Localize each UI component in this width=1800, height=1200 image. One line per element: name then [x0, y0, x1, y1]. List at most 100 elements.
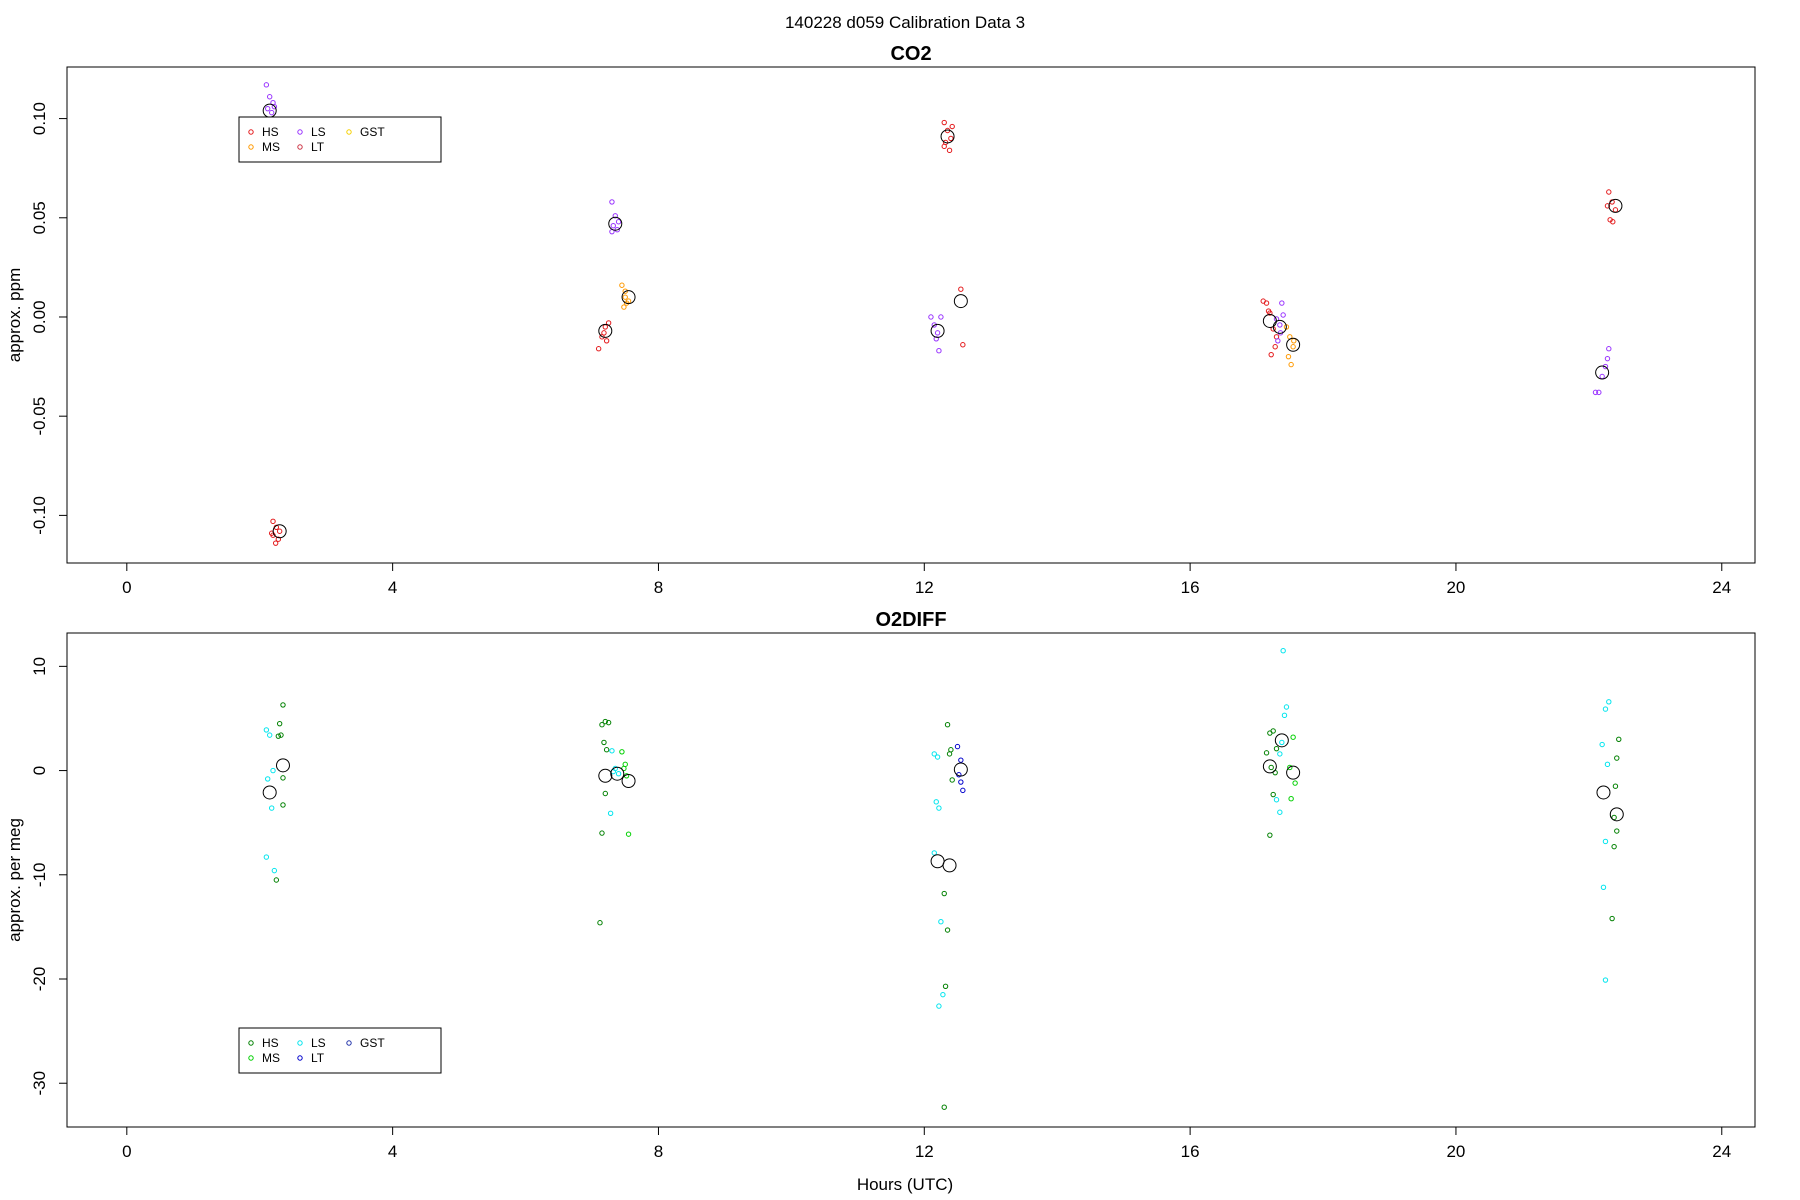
data-point [601, 739, 607, 746]
data-point [1291, 338, 1297, 344]
legend-swatch-ms [248, 1055, 254, 1061]
y-tick-label: 0.00 [30, 300, 49, 333]
mean-marker [942, 858, 957, 873]
data-point [1611, 814, 1617, 821]
data-point [268, 805, 275, 811]
data-point [621, 304, 627, 310]
data-point [619, 749, 625, 755]
data-point [933, 336, 939, 342]
data-point [1611, 843, 1617, 850]
data-point [625, 831, 632, 837]
x-tick-label: 0 [122, 578, 131, 597]
legend-label-ls: LS [311, 1036, 326, 1050]
data-point [1279, 739, 1285, 746]
data-point [1599, 373, 1605, 380]
data-point [609, 748, 615, 754]
y-tick-label: 0 [30, 766, 49, 775]
series-ms [619, 282, 1297, 368]
data-point [599, 722, 605, 728]
data-point [1614, 828, 1620, 834]
data-point [1602, 706, 1609, 712]
x-tick-label: 20 [1446, 578, 1465, 597]
x-tick-label: 24 [1712, 578, 1731, 597]
legend-label-hs: HS [262, 1036, 279, 1050]
data-point [949, 123, 955, 130]
data-point [1283, 704, 1290, 710]
data-point [263, 727, 270, 733]
panel-title: CO2 [890, 43, 931, 65]
legend-swatch-gst [346, 129, 352, 135]
data-point [1281, 712, 1288, 719]
y-axis-label: approx. ppm [5, 268, 24, 363]
data-point [615, 219, 622, 225]
legend-label-gst: GST [360, 125, 385, 139]
data-point [1285, 353, 1292, 360]
legend-swatch-ls [297, 1040, 303, 1046]
data-point [1265, 308, 1272, 314]
data-point [948, 135, 954, 142]
panel-co2: CO2 approx. ppm 0 4 8 12 16 20 24 -0.10 -0.05 0.00 0… [5, 43, 1756, 597]
y-tick-label: -0.05 [30, 397, 49, 436]
y-tick-label: -0.10 [30, 496, 49, 535]
data-point [1263, 750, 1270, 756]
data-point [272, 540, 279, 546]
data-point [944, 722, 951, 728]
data-point [1604, 761, 1611, 768]
data-point [1288, 361, 1294, 368]
data-point [609, 199, 615, 205]
data-point [623, 300, 630, 306]
mean-marker [621, 773, 636, 788]
y-tick-label: -10 [30, 862, 49, 887]
series-hs [268, 119, 1619, 546]
data-point [1612, 207, 1619, 213]
data-point [271, 103, 278, 110]
data-point [612, 213, 618, 219]
data-point [275, 733, 282, 739]
legend-swatch-gst [346, 1040, 352, 1046]
data-point [958, 779, 964, 785]
data-point [946, 751, 953, 757]
panel-title: O2DIFF [875, 609, 946, 631]
data-point [603, 747, 610, 753]
data-point [264, 776, 271, 782]
data-point [614, 226, 620, 233]
data-point [1599, 741, 1605, 748]
legend-swatch-ls [297, 129, 303, 135]
data-point [1609, 915, 1615, 922]
data-point [1602, 838, 1609, 845]
mean-marker [621, 290, 636, 305]
mean-marker [262, 785, 277, 800]
legend-swatch-lt [297, 144, 303, 150]
data-point [1277, 322, 1283, 328]
data-point [931, 850, 937, 856]
data-point [605, 719, 612, 726]
data-point [1610, 219, 1616, 225]
x-tick-label: 4 [388, 578, 397, 597]
data-point [610, 223, 616, 229]
series-ls [263, 648, 1612, 1009]
data-point [1290, 344, 1296, 350]
data-point [1602, 977, 1609, 983]
legend-label-ms: MS [262, 140, 280, 154]
x-axis-label: Hours (UTC) [857, 1175, 953, 1194]
data-point [940, 991, 946, 998]
mean-marker [1608, 198, 1623, 213]
y-tick-label: 0.10 [30, 102, 49, 135]
data-point [1600, 884, 1607, 890]
data-point [601, 330, 607, 336]
data-point [928, 314, 934, 320]
data-point [1604, 203, 1611, 209]
y-axis-label: approx. per meg [5, 818, 24, 942]
y-tick-label: 0.05 [30, 201, 49, 234]
mean-marker [1286, 337, 1301, 352]
mean-marker [1596, 785, 1611, 800]
mean-marker [598, 323, 613, 338]
data-point [266, 94, 273, 100]
data-point [270, 767, 276, 774]
data-point [934, 754, 941, 760]
data-point [946, 147, 953, 154]
mean-marker [1274, 733, 1289, 748]
legend-label-ls: LS [311, 125, 326, 139]
data-point [270, 518, 276, 525]
